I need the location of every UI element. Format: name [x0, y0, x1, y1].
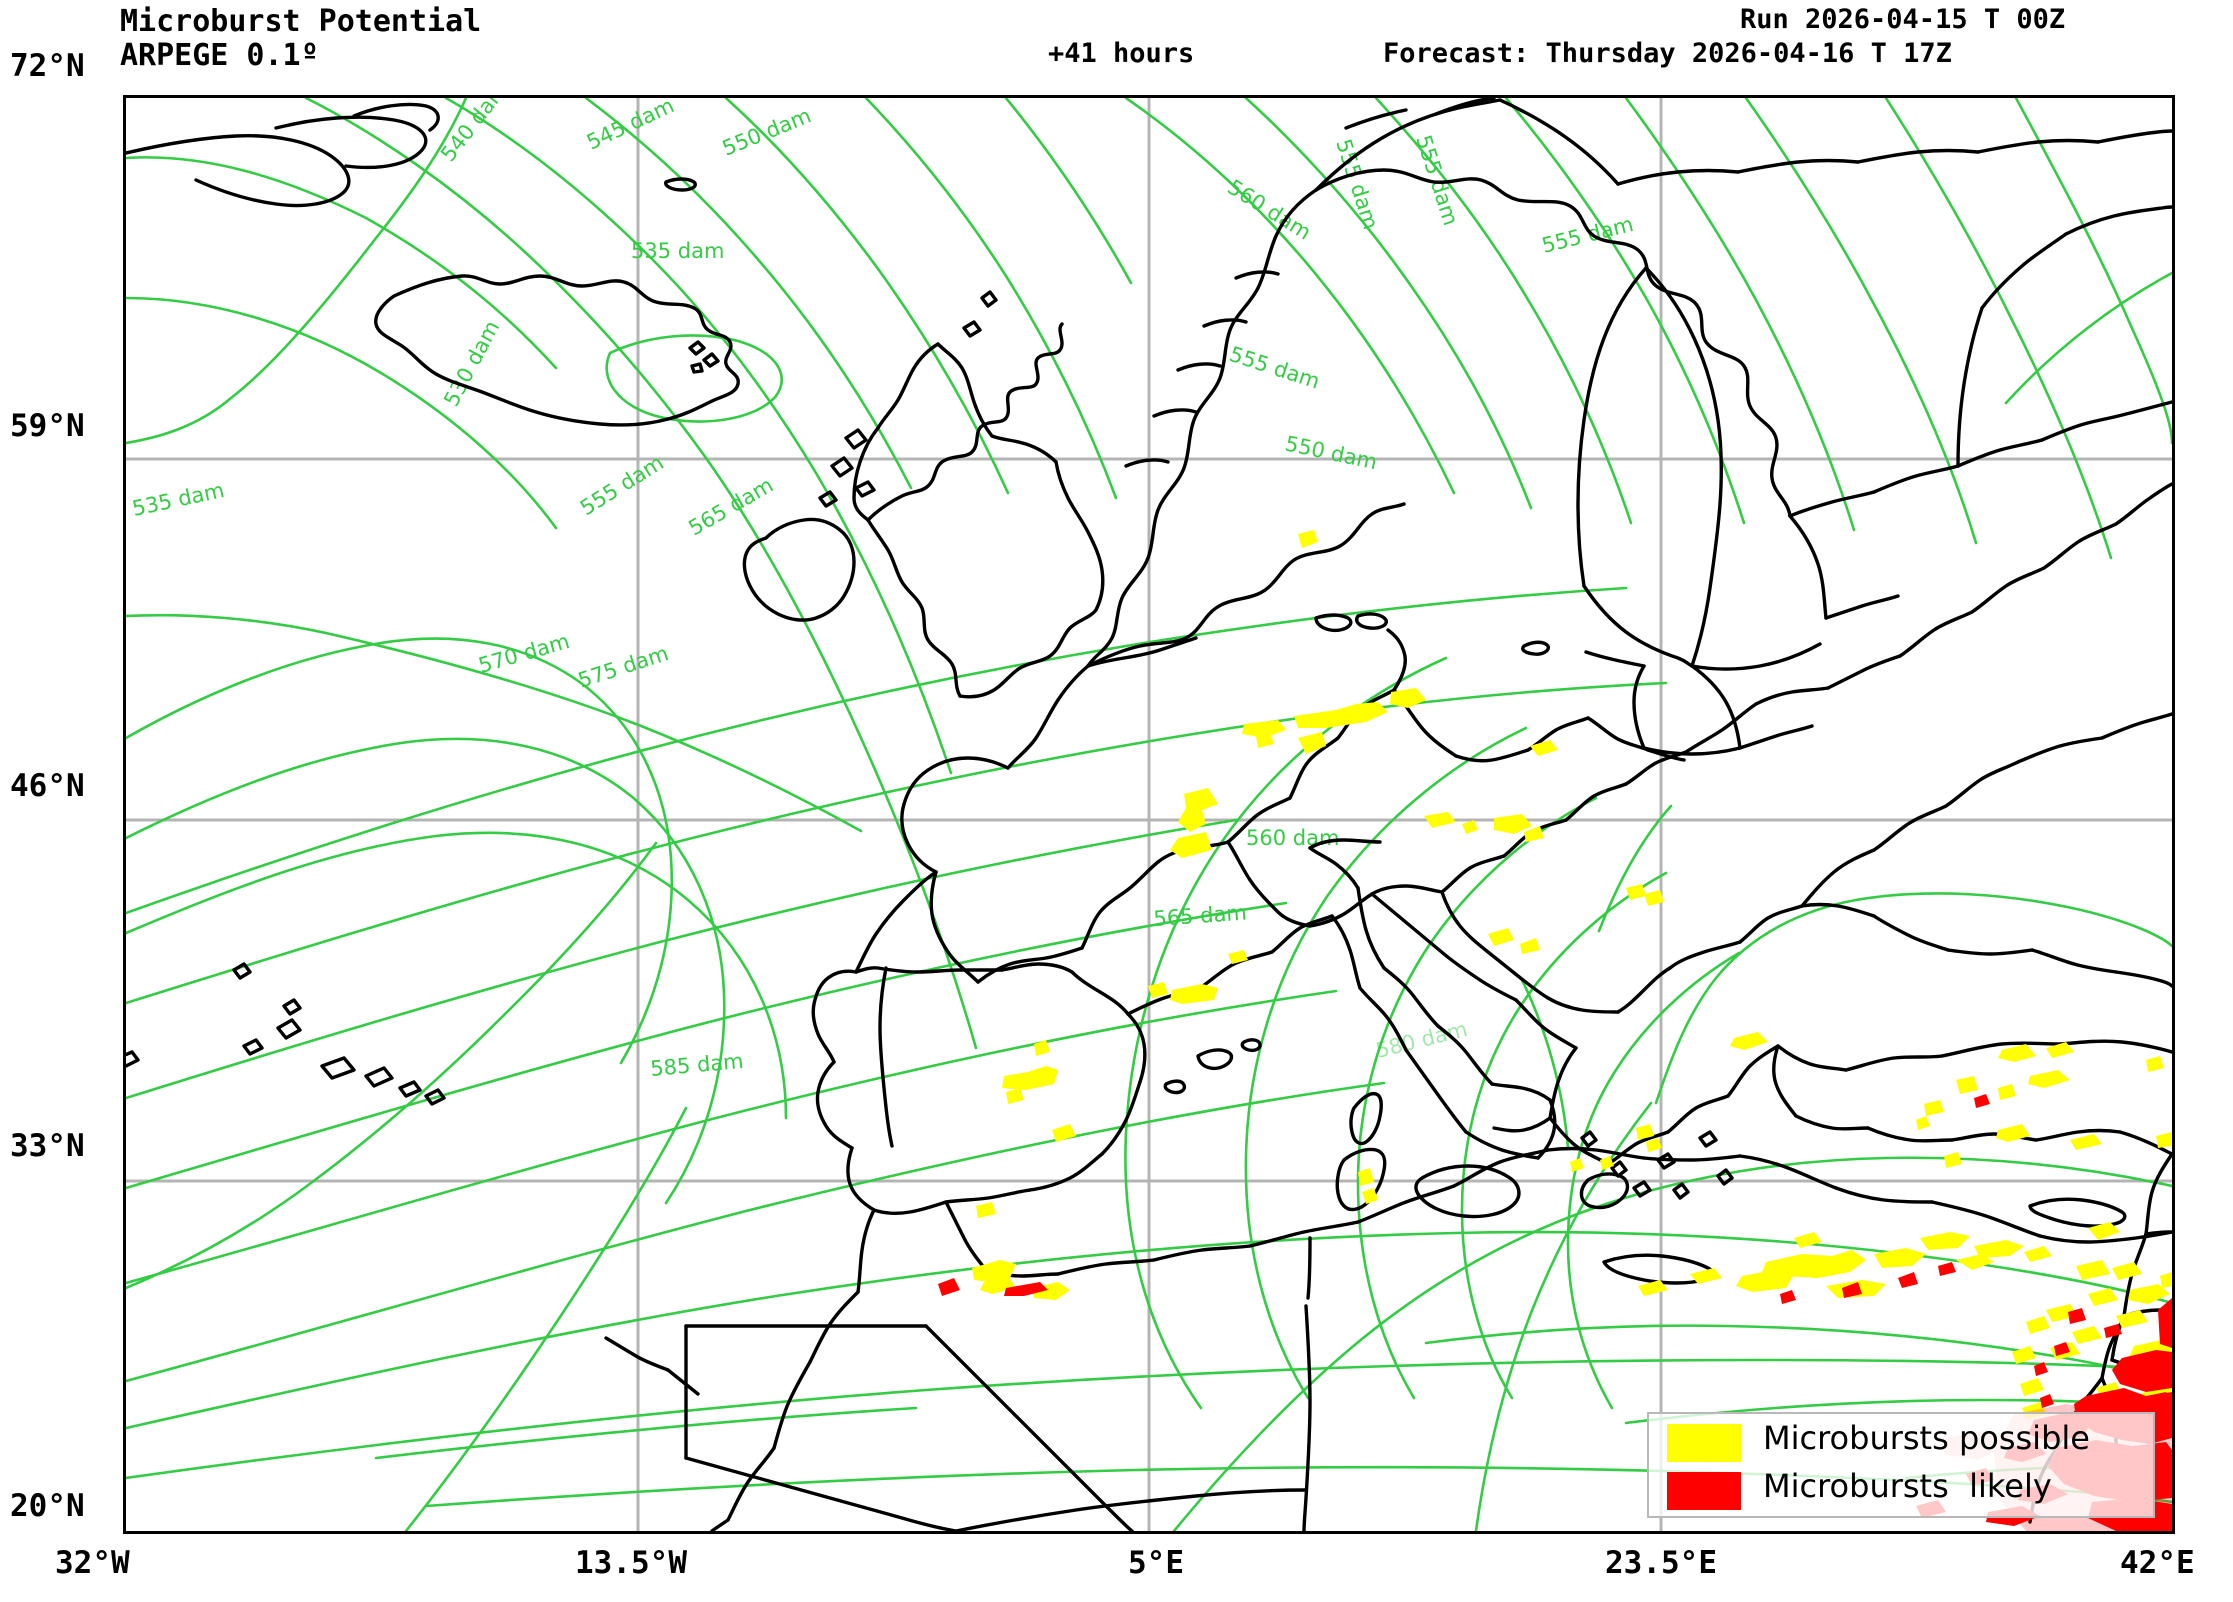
x-tick-23.5E: 23.5°E [1605, 1545, 1717, 1581]
x-tick-32W: 32°W [55, 1545, 130, 1581]
graticule [126, 98, 2172, 1531]
contour-label: 555 dam [1226, 342, 1322, 394]
contour-label: 565 dam [1153, 901, 1248, 931]
microbursts-possible-shading [972, 530, 2172, 1490]
model-label: ARPEGE 0.1º [120, 38, 319, 73]
forecast-hour-label: +41 hours [1048, 38, 1195, 69]
legend-label-likely: Microbursts likely [1763, 1467, 2052, 1505]
legend-label-possible: Microbursts possible [1763, 1419, 2090, 1457]
x-tick-5E: 5°E [1128, 1545, 1184, 1581]
map-plot-area[interactable]: 530 dam 535 dam 535 dam 540 dam 545 dam … [123, 95, 2175, 1534]
contour-label: 555 dam [576, 450, 668, 520]
x-tick-13.5W: 13.5°W [575, 1545, 687, 1581]
contour-label: 555 dam [1539, 212, 1635, 258]
contour-label: 560 dam [1246, 826, 1339, 850]
legend-swatch-possible [1667, 1424, 1741, 1462]
contour-label: 575 dam [575, 641, 671, 693]
valid-time-label: Forecast: Thursday 2026-04-16 T 17Z [1383, 38, 1952, 69]
coastlines [126, 98, 2172, 1531]
legend-swatch-likely [1667, 1472, 1741, 1510]
y-tick-46N: 46°N [10, 768, 85, 804]
map-svg: 530 dam 535 dam 535 dam 540 dam 545 dam … [126, 98, 2172, 1531]
contour-label: 535 dam [631, 239, 724, 263]
contour-label: 550 dam [719, 103, 815, 160]
x-tick-42E: 42°E [2120, 1545, 2195, 1581]
contour-label: 570 dam [476, 629, 572, 678]
page-title: Microburst Potential [120, 4, 482, 39]
contour-label: 560 dam [1223, 175, 1315, 245]
contour-label: 535 dam [130, 478, 226, 521]
y-tick-72N: 72°N [10, 48, 85, 84]
contour-label: 585 dam [649, 1049, 744, 1081]
y-tick-33N: 33°N [10, 1128, 85, 1164]
contour-label: 550 dam [1283, 431, 1379, 474]
legend: Microbursts possible Microbursts likely [1647, 1412, 2155, 1518]
contour-labels: 530 dam 535 dam 535 dam 540 dam 545 dam … [130, 98, 1636, 1081]
y-tick-20N: 20°N [10, 1488, 85, 1524]
run-time-label: Run 2026-04-15 T 00Z [1740, 4, 2066, 35]
y-tick-59N: 59°N [10, 408, 85, 444]
geopotential-contours [126, 98, 2172, 1531]
contour-label: 565 dam [685, 473, 778, 540]
contour-label: 555 dam [1331, 136, 1383, 232]
